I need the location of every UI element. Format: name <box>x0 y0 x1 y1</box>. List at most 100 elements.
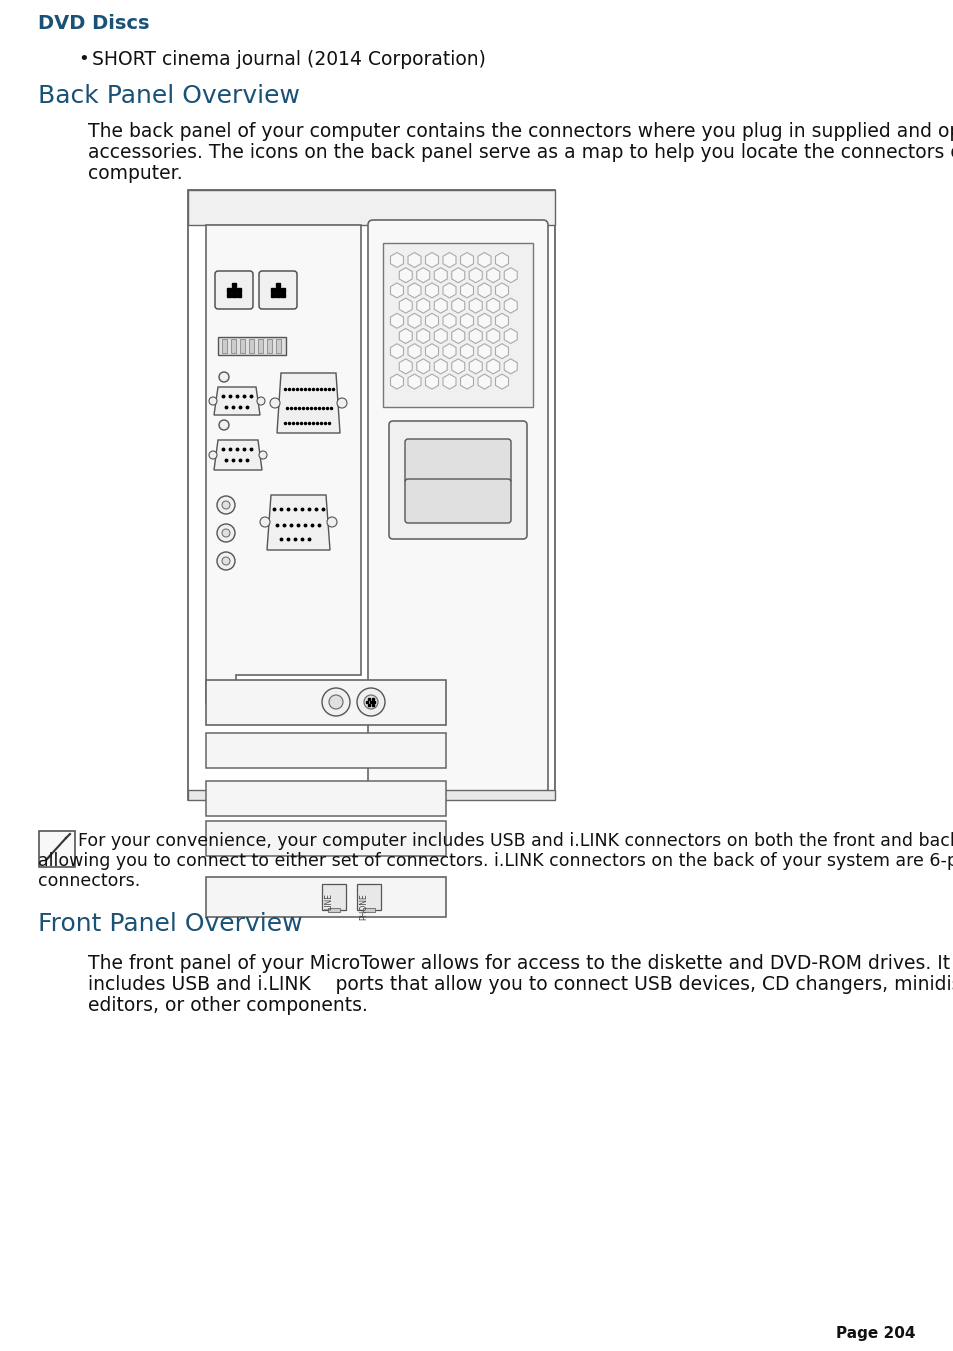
Circle shape <box>270 399 280 408</box>
Bar <box>257 339 263 353</box>
Text: PHONE: PHONE <box>359 893 368 920</box>
FancyBboxPatch shape <box>356 884 380 911</box>
FancyBboxPatch shape <box>328 908 339 912</box>
Polygon shape <box>434 299 447 313</box>
Polygon shape <box>504 299 517 313</box>
Polygon shape <box>425 253 438 267</box>
Bar <box>222 339 227 353</box>
Polygon shape <box>188 190 555 800</box>
Circle shape <box>219 372 229 382</box>
Circle shape <box>256 397 265 405</box>
Polygon shape <box>442 374 456 389</box>
Polygon shape <box>495 282 508 299</box>
Text: LINE: LINE <box>324 893 334 911</box>
Circle shape <box>258 451 267 459</box>
Polygon shape <box>460 253 473 267</box>
Polygon shape <box>390 253 403 267</box>
Polygon shape <box>452 267 464 282</box>
FancyBboxPatch shape <box>258 272 296 309</box>
Polygon shape <box>452 359 464 374</box>
Text: connectors.: connectors. <box>38 871 140 890</box>
Polygon shape <box>477 253 491 267</box>
Polygon shape <box>504 359 517 374</box>
Circle shape <box>222 501 230 509</box>
Polygon shape <box>442 343 456 359</box>
FancyBboxPatch shape <box>368 220 547 793</box>
Circle shape <box>327 517 336 527</box>
Polygon shape <box>452 328 464 343</box>
Text: includes USB and i.LINK  ports that allow you to connect USB devices, CD changer: includes USB and i.LINK ports that allow… <box>88 975 953 994</box>
Polygon shape <box>486 299 499 313</box>
Polygon shape <box>408 374 420 389</box>
Polygon shape <box>504 328 517 343</box>
Text: The back panel of your computer contains the connectors where you plug in suppli: The back panel of your computer contains… <box>88 122 953 141</box>
Polygon shape <box>408 282 420 299</box>
Bar <box>249 339 253 353</box>
Polygon shape <box>425 374 438 389</box>
Text: DVD Discs: DVD Discs <box>38 14 150 32</box>
Polygon shape <box>504 267 517 282</box>
Polygon shape <box>442 313 456 328</box>
Polygon shape <box>425 313 438 328</box>
Text: accessories. The icons on the back panel serve as a map to help you locate the c: accessories. The icons on the back panel… <box>88 143 953 162</box>
Circle shape <box>209 397 216 405</box>
Bar <box>206 734 446 767</box>
Bar <box>231 339 235 353</box>
Polygon shape <box>460 282 473 299</box>
Circle shape <box>260 517 270 527</box>
FancyBboxPatch shape <box>405 439 511 484</box>
Text: allowing you to connect to either set of connectors. i.LINK connectors on the ba: allowing you to connect to either set of… <box>38 852 953 870</box>
FancyBboxPatch shape <box>363 908 375 912</box>
Text: computer.: computer. <box>88 163 182 182</box>
FancyBboxPatch shape <box>214 272 253 309</box>
Polygon shape <box>442 253 456 267</box>
Bar <box>188 790 555 800</box>
Polygon shape <box>390 343 403 359</box>
Text: Back Panel Overview: Back Panel Overview <box>38 84 299 108</box>
FancyBboxPatch shape <box>389 422 526 539</box>
Polygon shape <box>206 226 360 703</box>
Circle shape <box>216 553 234 570</box>
Circle shape <box>364 694 377 709</box>
Text: The front panel of your MicroTower allows for access to the diskette and DVD-ROM: The front panel of your MicroTower allow… <box>88 954 953 973</box>
Polygon shape <box>495 374 508 389</box>
Circle shape <box>336 399 347 408</box>
Polygon shape <box>495 343 508 359</box>
Polygon shape <box>408 313 420 328</box>
FancyBboxPatch shape <box>218 336 286 355</box>
Polygon shape <box>390 374 403 389</box>
Bar <box>188 190 555 226</box>
Polygon shape <box>408 343 420 359</box>
Polygon shape <box>399 328 412 343</box>
Text: Front Panel Overview: Front Panel Overview <box>38 912 302 936</box>
Polygon shape <box>399 359 412 374</box>
Bar <box>267 339 272 353</box>
Polygon shape <box>416 299 429 313</box>
Text: SHORT cinema journal (2014 Corporation): SHORT cinema journal (2014 Corporation) <box>91 50 485 69</box>
Polygon shape <box>390 282 403 299</box>
Polygon shape <box>460 374 473 389</box>
Polygon shape <box>434 359 447 374</box>
Polygon shape <box>495 313 508 328</box>
Circle shape <box>219 420 229 430</box>
Polygon shape <box>416 267 429 282</box>
FancyBboxPatch shape <box>382 243 533 407</box>
Polygon shape <box>399 299 412 313</box>
Bar <box>206 821 446 857</box>
Circle shape <box>222 557 230 565</box>
Polygon shape <box>213 440 262 470</box>
Circle shape <box>216 496 234 513</box>
Polygon shape <box>416 328 429 343</box>
Polygon shape <box>486 267 499 282</box>
Circle shape <box>329 694 343 709</box>
Circle shape <box>209 451 216 459</box>
Polygon shape <box>408 253 420 267</box>
FancyBboxPatch shape <box>322 884 346 911</box>
Circle shape <box>356 688 385 716</box>
Text: Page 204: Page 204 <box>836 1325 915 1342</box>
Polygon shape <box>399 267 412 282</box>
Polygon shape <box>390 313 403 328</box>
FancyBboxPatch shape <box>39 831 75 867</box>
Polygon shape <box>425 282 438 299</box>
Polygon shape <box>495 253 508 267</box>
